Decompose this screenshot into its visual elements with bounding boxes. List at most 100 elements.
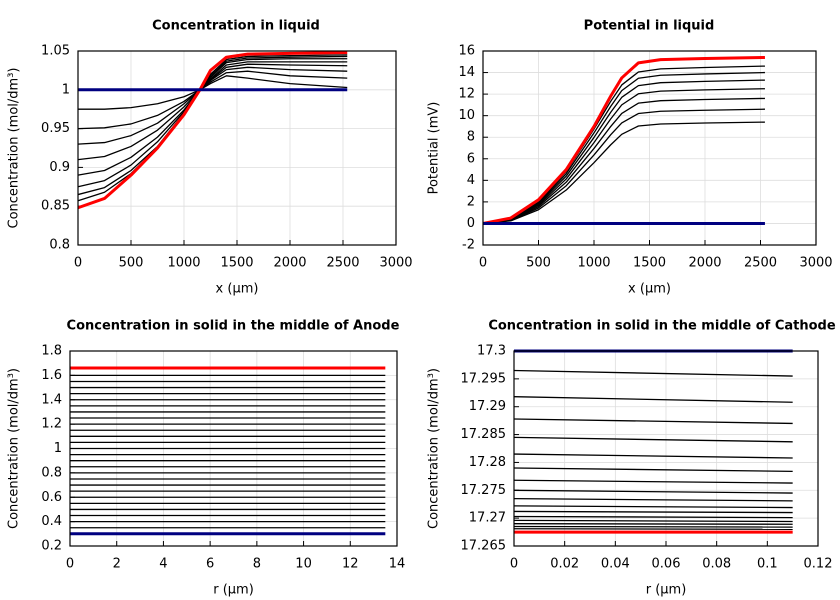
- y-tick-label: 17.285: [461, 427, 507, 442]
- chart-title: Potential in liquid: [584, 19, 715, 34]
- x-tick-label: 3000: [799, 256, 832, 271]
- x-tick-label: 6: [206, 557, 214, 572]
- panel: Concentration in solid in the middle of …: [7, 319, 406, 598]
- x-tick-label: 1500: [633, 256, 666, 271]
- series-line: [513, 523, 793, 525]
- panel: Concentration in solid in the middle of …: [427, 319, 836, 598]
- x-tick-label: 10: [295, 557, 312, 572]
- y-tick-label: 0.85: [41, 199, 70, 214]
- series-line: [513, 489, 793, 494]
- y-tick-label: 1.05: [41, 44, 70, 59]
- y-axis-label: Concentration (mol/dm³): [427, 368, 442, 529]
- y-tick-label: 1.8: [41, 344, 62, 359]
- y-tick-label: 17.295: [461, 371, 507, 386]
- series-line: [513, 467, 793, 472]
- series-line: [513, 436, 793, 443]
- x-axis-label: x (µm): [628, 282, 671, 297]
- x-tick-label: 2000: [688, 256, 721, 271]
- y-tick-label: 17.265: [461, 539, 507, 554]
- x-tick-label: 0.04: [601, 557, 630, 572]
- series-line: [482, 88, 765, 225]
- series-line: [513, 515, 793, 519]
- y-tick-label: 1: [54, 441, 62, 456]
- x-tick-label: 0.12: [804, 557, 833, 572]
- x-tick-label: 0: [74, 256, 82, 271]
- y-tick-label: 17.29: [469, 399, 506, 414]
- y-tick-label: 0.8: [41, 465, 62, 480]
- plot-frame: [69, 350, 398, 547]
- x-tick-label: 1000: [577, 256, 610, 271]
- x-tick-label: 0.02: [550, 557, 579, 572]
- panel: Potential in liquid 0 500 1000 1500 2000 2500 3…: [427, 19, 833, 297]
- series-line: [513, 525, 793, 528]
- x-tick-label: 2000: [273, 256, 306, 271]
- y-tick-label: 0.8: [49, 238, 70, 253]
- series-line: [513, 396, 793, 403]
- y-tick-label: 0.2: [41, 539, 62, 554]
- series-line: [513, 479, 793, 484]
- series-line: [513, 453, 793, 459]
- y-tick-label: 0.9: [49, 160, 70, 175]
- x-tick-label: 14: [389, 557, 406, 572]
- plot-frame: [513, 350, 819, 547]
- series-line: [513, 510, 793, 514]
- y-tick-label: 1.2: [41, 417, 62, 432]
- series-line: [482, 55, 765, 225]
- y-tick-label: 12: [458, 87, 475, 102]
- series-line: [513, 369, 793, 377]
- y-tick-label: 0.6: [41, 490, 62, 505]
- y-tick-label: 2: [467, 194, 475, 209]
- y-tick-label: 14: [458, 65, 475, 80]
- x-axis-label: r (µm): [646, 583, 687, 598]
- x-axis-label: r (µm): [213, 583, 254, 598]
- y-axis-label: Potential (mV): [427, 102, 442, 195]
- y-tick-label: 17.3: [477, 344, 506, 359]
- y-axis-label: Concentration (mol/dm³): [7, 368, 22, 529]
- y-tick-label: 6: [467, 151, 475, 166]
- x-tick-label: 0.1: [757, 557, 778, 572]
- y-tick-label: 1.6: [41, 368, 62, 383]
- y-tick-label: 16: [458, 44, 475, 59]
- y-tick-label: 1.4: [41, 392, 62, 407]
- y-tick-label: 17.275: [461, 483, 507, 498]
- series-line: [513, 418, 793, 425]
- chart-title: Concentration in solid in the middle of …: [488, 319, 836, 334]
- series-line: [513, 528, 793, 530]
- x-tick-label: 2500: [744, 256, 777, 271]
- x-tick-label: 500: [119, 256, 144, 271]
- series-line: [482, 65, 765, 225]
- x-tick-label: 0: [479, 256, 487, 271]
- x-tick-label: 3000: [379, 256, 412, 271]
- x-tick-label: 1000: [167, 256, 200, 271]
- x-tick-label: 1500: [220, 256, 253, 271]
- x-tick-label: 2: [113, 557, 121, 572]
- y-tick-label: -2: [462, 238, 475, 253]
- y-axis-label: Concentration (mol/dm³): [7, 68, 22, 229]
- y-tick-label: 1: [62, 82, 70, 97]
- plot-frame: [482, 50, 817, 246]
- y-tick-label: 17.28: [469, 455, 506, 470]
- y-tick-label: 0.95: [41, 121, 70, 136]
- x-tick-label: 0: [510, 557, 518, 572]
- series-line: [513, 497, 793, 502]
- series-line: [482, 108, 765, 225]
- y-tick-label: 0: [467, 216, 475, 231]
- series-line: [77, 63, 348, 161]
- series-line: [513, 505, 793, 509]
- series-line: [482, 121, 765, 225]
- x-tick-label: 0.08: [702, 557, 731, 572]
- x-tick-label: 500: [526, 256, 551, 271]
- y-tick-label: 4: [467, 173, 475, 188]
- y-tick-label: 10: [458, 108, 475, 123]
- y-tick-label: 17.27: [469, 511, 506, 526]
- y-tick-label: 0.4: [41, 514, 62, 529]
- x-tick-label: 0: [66, 557, 74, 572]
- series-line: [482, 97, 765, 225]
- chart-title: Concentration in liquid: [152, 19, 320, 34]
- series-line: [513, 519, 793, 523]
- panel: Concentration in liquid 0 500 1000 1500 2000 2…: [7, 19, 413, 297]
- x-tick-label: 12: [342, 557, 359, 572]
- x-tick-label: 8: [253, 557, 261, 572]
- chart-title: Concentration in solid in the middle of …: [67, 319, 400, 334]
